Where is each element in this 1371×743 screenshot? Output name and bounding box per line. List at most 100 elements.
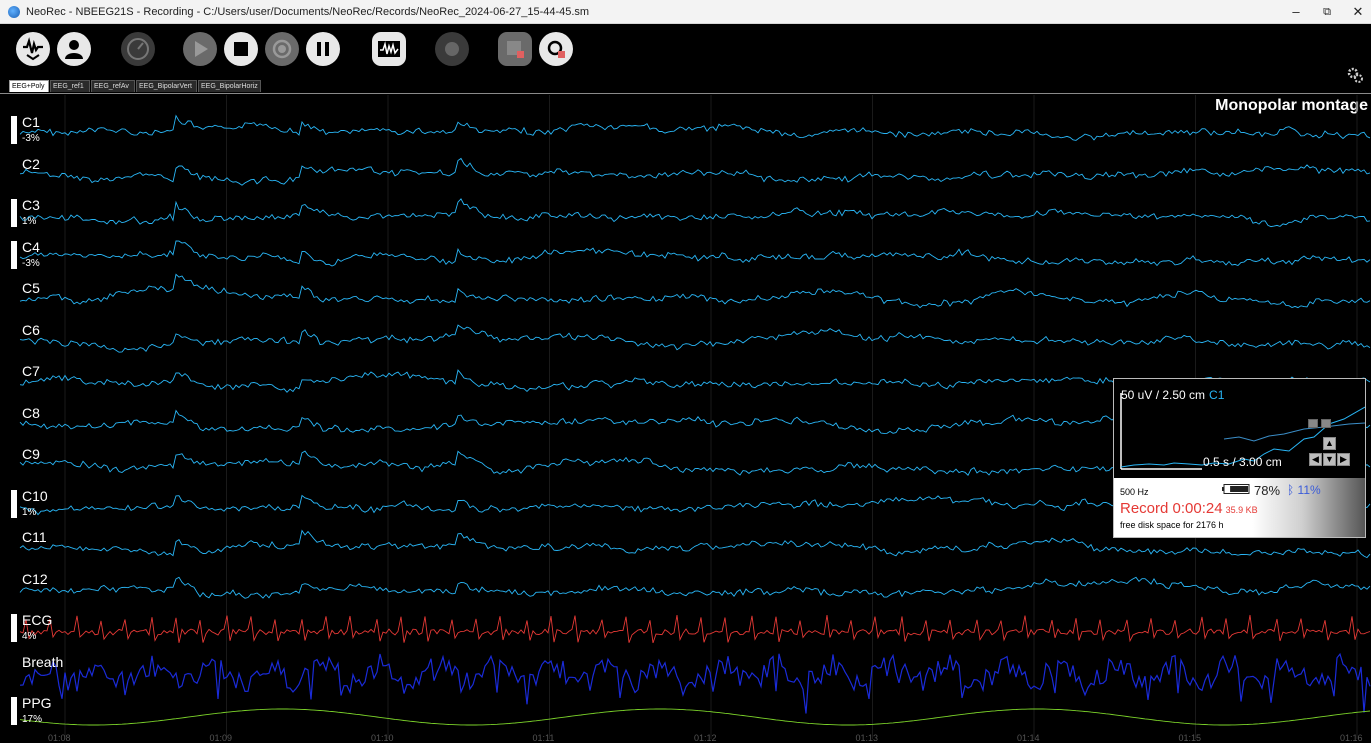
settings-gear-icon[interactable]	[1346, 66, 1364, 84]
maximize-button[interactable]: ⧉	[1323, 6, 1331, 18]
trace-c12	[19, 576, 1371, 599]
channel-percent: -3%	[22, 257, 40, 269]
window-title-bar: NeoRec - NBEEG21S - Recording - C:/Users…	[0, 0, 1371, 24]
recording-status: 500 Hz 78% ᛒ 11% Record 0:00:24 35.9 KB f…	[1114, 478, 1365, 537]
minimize-button[interactable]: –	[1292, 4, 1300, 19]
zoom-record-icon	[547, 40, 565, 58]
pause-button[interactable]	[306, 32, 340, 66]
signal-level-indicator	[11, 199, 17, 227]
toolbar	[0, 24, 1371, 83]
channel-percent: 1%	[22, 506, 37, 518]
time-tick-label: 01:13	[855, 733, 879, 743]
channel-name: C2	[22, 155, 40, 172]
time-tick-label: 01:15	[1178, 733, 1202, 743]
trace-c4	[19, 240, 1371, 267]
impedance-button[interactable]	[121, 32, 155, 66]
channel-name: C11	[22, 529, 47, 545]
signal-check-button[interactable]	[16, 32, 50, 66]
channel-name: PPG	[22, 695, 52, 711]
trace-c6	[19, 324, 1371, 353]
window-title: NeoRec - NBEEG21S - Recording - C:/Users…	[26, 6, 590, 18]
impedance-dial-icon	[127, 38, 149, 60]
channel-name: C1	[22, 114, 40, 130]
tab-eeg-poly[interactable]: EEG+Poly	[9, 80, 49, 92]
stop-button[interactable]	[224, 32, 258, 66]
timebase-label[interactable]: 0.5 s / 3.00 cm	[1203, 455, 1282, 469]
play-icon	[195, 41, 208, 57]
time-tick-label: 01:12	[694, 733, 717, 743]
channel-name: C5	[22, 280, 40, 296]
channel-name: C4	[22, 238, 40, 255]
signal-level-indicator	[11, 697, 17, 725]
waveform-icon	[378, 41, 400, 57]
trace-c5	[19, 273, 1371, 309]
scale-toggle-button-2[interactable]	[1321, 419, 1331, 428]
marker-button[interactable]	[435, 32, 469, 66]
user-button[interactable]	[57, 32, 91, 66]
tab-eeg-refav[interactable]: EEG_refAv	[91, 80, 135, 92]
record-status: Record 0:00:24 35.9 KB	[1120, 500, 1258, 517]
channel-name: C7	[22, 363, 40, 379]
signal-level-indicator	[11, 116, 17, 144]
tab-eeg-bipolarvert[interactable]: EEG_BipolarVert	[136, 80, 197, 92]
amplitude-scale-label: 50 uV / 2.50 cm C1	[1121, 388, 1224, 402]
play-button[interactable]	[183, 32, 217, 66]
stop-record-icon	[507, 41, 524, 58]
channel-percent: 4%	[22, 631, 37, 642]
free-disk-space: free disk space for 2176 h	[1120, 520, 1224, 530]
scale-channel-name: C1	[1209, 388, 1225, 402]
time-tick-label: 01:14	[1017, 733, 1040, 743]
amplitude-up-button[interactable]: ▲	[1323, 437, 1336, 450]
channel-name: Breath	[22, 653, 64, 670]
scale-toggle-button-1[interactable]	[1308, 419, 1318, 428]
time-tick-label: 01:09	[209, 733, 233, 743]
trace-c11	[19, 529, 1371, 559]
trace-ecg	[19, 614, 1371, 644]
signal-check-icon	[23, 37, 43, 61]
battery-percent: 78%	[1254, 483, 1281, 498]
record-file-size: 35.9 KB	[1225, 505, 1258, 515]
bluetooth-icon: ᛒ	[1287, 483, 1295, 497]
battery-icon	[1222, 484, 1250, 494]
signal-level-indicator	[11, 614, 17, 642]
bluetooth-signal: ᛒ 11%	[1287, 483, 1321, 497]
amplitude-scale-value[interactable]: 50 uV / 2.50 cm	[1121, 388, 1206, 402]
channel-name: C6	[22, 321, 40, 338]
pause-icon	[317, 42, 329, 56]
time-tick-label: 01:11	[532, 733, 555, 743]
waveform-view-button[interactable]	[372, 32, 406, 66]
montage-tabs: EEG+Poly EEG_ref1 EEG_refAv EEG_BipolarV…	[0, 80, 1371, 94]
tab-eeg-bipolarhoriz[interactable]: EEG_BipolarHoriz	[198, 80, 261, 92]
channel-percent: 17%	[22, 714, 43, 725]
scale-status-panel: 50 uV / 2.50 cm C1 0.5 s / 3.00 cm ▲ ◀ ▼ …	[1113, 378, 1366, 538]
time-tick-label: 01:08	[48, 733, 71, 743]
marker-icon	[445, 42, 459, 56]
timebase-left-button[interactable]: ◀	[1309, 453, 1322, 466]
time-tick-label: 01:10	[371, 733, 394, 743]
time-tick-label: 01:16	[1340, 733, 1363, 743]
channel-percent: -3%	[22, 133, 40, 144]
signal-level-indicator	[11, 240, 17, 269]
stop-icon	[234, 42, 248, 56]
channel-name: ECG	[22, 612, 53, 628]
timebase-right-button[interactable]: ▶	[1337, 453, 1350, 466]
user-icon	[65, 40, 83, 59]
channel-name: C10	[22, 487, 48, 504]
channel-name: C9	[22, 446, 40, 462]
signal-level-indicator	[11, 489, 17, 518]
trace-c1	[19, 114, 1371, 141]
app-logo-icon	[8, 6, 20, 18]
bluetooth-percent: 11%	[1297, 483, 1321, 497]
tab-eeg-ref1[interactable]: EEG_ref1	[50, 80, 90, 92]
channel-name: C12	[22, 570, 48, 587]
close-button[interactable]: ✕	[1352, 4, 1364, 19]
sampling-rate: 500 Hz	[1120, 487, 1149, 497]
stop-record-button[interactable]	[498, 32, 532, 66]
record-button[interactable]	[265, 32, 299, 66]
channel-name: C3	[22, 197, 40, 213]
amplitude-down-button[interactable]: ▼	[1323, 453, 1336, 466]
zoom-record-button[interactable]	[539, 32, 573, 66]
record-icon	[272, 39, 292, 59]
channel-percent: 1%	[22, 216, 37, 227]
